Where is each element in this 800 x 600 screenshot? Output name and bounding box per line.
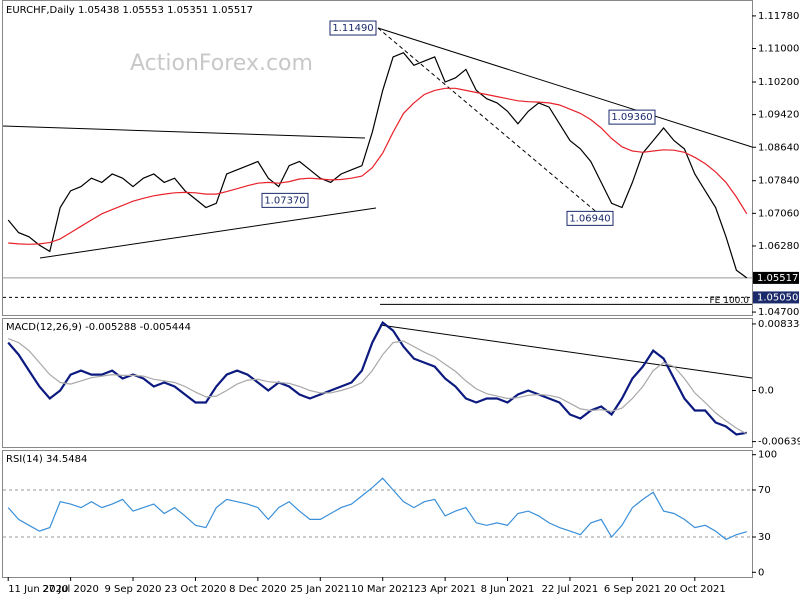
x-tick-label: 23 Oct 2020 (165, 584, 227, 595)
annotation-label: 1.11490 (332, 23, 373, 34)
trend-line (377, 27, 753, 148)
y-tick-label: 0.0 (758, 386, 774, 397)
y-tick-label: 1.11780 (758, 11, 799, 22)
annotation-label: 1.09360 (611, 112, 652, 123)
x-tick-label: 8 Jun 2021 (481, 584, 535, 595)
x-tick-label: 20 Oct 2021 (664, 584, 726, 595)
y-tick-label: 30 (758, 532, 771, 543)
y-tick-label: 1.07060 (758, 208, 799, 219)
level-label: 1.05517 (757, 273, 798, 284)
trend-line (377, 27, 601, 216)
y-tick-label: 1.08640 (758, 142, 799, 153)
y-tick-label: 1.06280 (758, 241, 799, 252)
y-tick-label: 0.008334 (758, 319, 800, 330)
trend-line (2, 125, 366, 139)
annotation-box (329, 20, 377, 36)
chart-title: MACD(12,26,9) -0.005288 -0.005444 (6, 322, 191, 333)
y-tick-label: 0 (758, 567, 764, 578)
x-tick-label: 22 Jul 2021 (542, 584, 599, 595)
annotation-box (608, 109, 656, 125)
series-line (8, 87, 748, 245)
x-tick-label: 6 Sep 2021 (604, 584, 661, 595)
y-tick-label: -0.006393 (758, 437, 800, 448)
trend-lines (2, 27, 753, 379)
level-label: 1.05050 (757, 292, 798, 303)
level-box (753, 271, 799, 284)
rsi-panel (2, 450, 753, 578)
watermark: ActionForex.com (130, 51, 313, 76)
annotation-box (261, 192, 309, 208)
level-text: FE 100.0 (710, 296, 750, 306)
x-tick-label: 8 Dec 2020 (229, 584, 287, 595)
macd-panel (2, 318, 753, 448)
y-tick-label: 100 (758, 450, 777, 461)
y-tick-label: 1.11000 (758, 44, 799, 55)
annotation-box (566, 210, 614, 226)
series-line (7, 51, 748, 279)
chart-title: RSI(14) 34.5484 (6, 454, 87, 465)
series-line (7, 477, 747, 541)
x-tick-label: 10 Mar 2021 (351, 584, 414, 595)
level-box (753, 291, 799, 304)
y-tick-label: 1.09420 (758, 110, 799, 121)
x-tick-label: 25 Jan 2021 (290, 584, 350, 595)
chart-title: EURCHF,Daily 1.05438 1.05553 1.05351 1.0… (6, 5, 253, 16)
x-tick-label: 23 Apr 2021 (414, 584, 476, 595)
series-line (7, 338, 748, 435)
y-tick-label: 1.04700 (758, 307, 799, 318)
annotation-label: 1.07370 (264, 195, 305, 206)
trend-line (39, 207, 377, 259)
price-panel (2, 0, 753, 316)
y-tick-label: 70 (758, 485, 771, 496)
annotation-label: 1.06940 (569, 213, 610, 224)
x-tick-label: 9 Sep 2020 (105, 584, 162, 595)
y-tick-label: 1.07840 (758, 176, 799, 187)
x-tick-label: 11 Jun 2020 (8, 584, 68, 595)
x-tick-label: 27 Jul 2020 (42, 584, 99, 595)
trend-line (379, 324, 753, 379)
y-tick-label: 1.10200 (758, 77, 799, 88)
